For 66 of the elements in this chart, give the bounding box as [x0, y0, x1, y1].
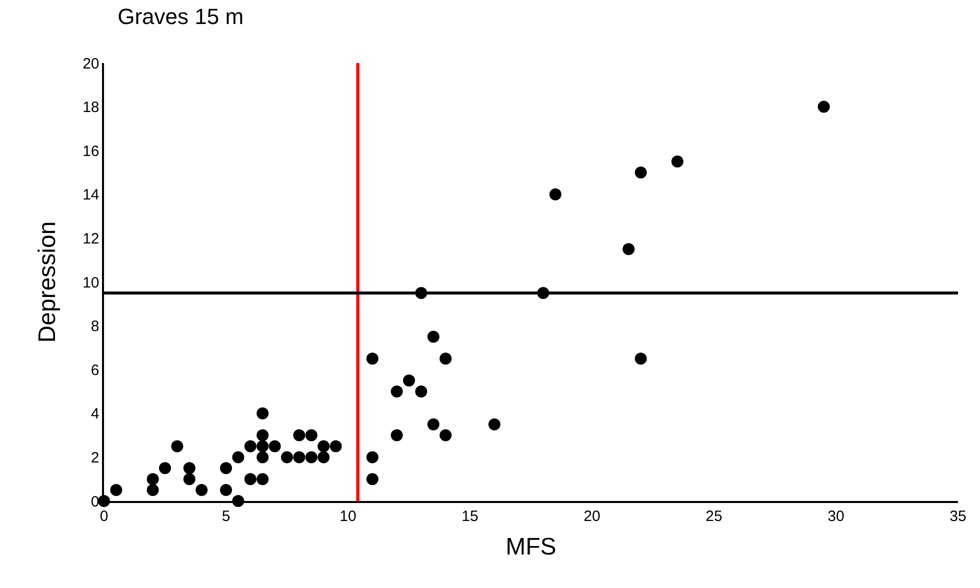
point — [403, 374, 415, 387]
point — [366, 352, 378, 365]
x-tick-label: 15 — [462, 508, 478, 525]
y-tick-label: 12 — [82, 230, 100, 248]
x-tick-label: 10 — [340, 508, 356, 525]
point — [171, 440, 184, 452]
point — [330, 440, 342, 452]
y-tick-label: 0 — [90, 493, 100, 510]
point — [293, 451, 306, 464]
point — [159, 462, 171, 474]
point — [146, 473, 159, 486]
point — [244, 440, 256, 452]
y-tick-label: 14 — [82, 186, 100, 204]
point — [256, 473, 269, 486]
point — [244, 473, 256, 486]
point — [256, 407, 269, 420]
y-tick-label: 2 — [90, 449, 100, 466]
chart-title: Graves 15 m — [118, 4, 244, 30]
point — [146, 484, 159, 496]
point — [415, 386, 428, 398]
point — [110, 484, 122, 496]
x-tick-label: 30 — [828, 508, 844, 525]
x-tick-label: 35 — [950, 508, 966, 525]
y-tick-label: 20 — [82, 55, 100, 72]
point — [440, 429, 452, 442]
point — [183, 462, 196, 474]
y-axis-title: Depression — [34, 221, 62, 343]
point — [366, 473, 378, 486]
point — [281, 451, 293, 464]
point — [305, 429, 318, 442]
point — [268, 440, 281, 452]
point — [318, 451, 330, 464]
point — [318, 440, 330, 452]
point — [549, 188, 562, 200]
point — [427, 418, 440, 430]
point — [440, 352, 452, 365]
point — [232, 451, 244, 464]
y-tick-label: 6 — [90, 362, 100, 379]
point — [305, 451, 318, 464]
y-tick-label: 16 — [82, 142, 100, 160]
point — [256, 429, 269, 442]
point — [390, 386, 403, 398]
point — [183, 473, 196, 486]
point — [671, 156, 684, 168]
y-tick-label: 4 — [90, 406, 100, 423]
point — [634, 166, 647, 178]
point — [256, 451, 269, 464]
point — [196, 484, 208, 496]
x-tick-label: 20 — [584, 508, 600, 525]
point — [390, 429, 403, 442]
point — [220, 484, 232, 496]
y-tick-label: 10 — [82, 274, 100, 292]
point — [818, 100, 830, 113]
point — [488, 418, 500, 430]
x-tick-label: 25 — [706, 508, 722, 525]
point — [256, 440, 269, 452]
point — [220, 462, 232, 474]
point — [366, 451, 378, 464]
point — [622, 243, 635, 256]
x-tick-label: 5 — [222, 508, 230, 525]
point — [427, 330, 440, 343]
y-tick-label: 18 — [82, 99, 100, 116]
point — [293, 429, 306, 442]
y-tick-label: 8 — [90, 318, 100, 336]
point — [634, 352, 647, 365]
x-axis-title: MFS — [506, 534, 556, 561]
